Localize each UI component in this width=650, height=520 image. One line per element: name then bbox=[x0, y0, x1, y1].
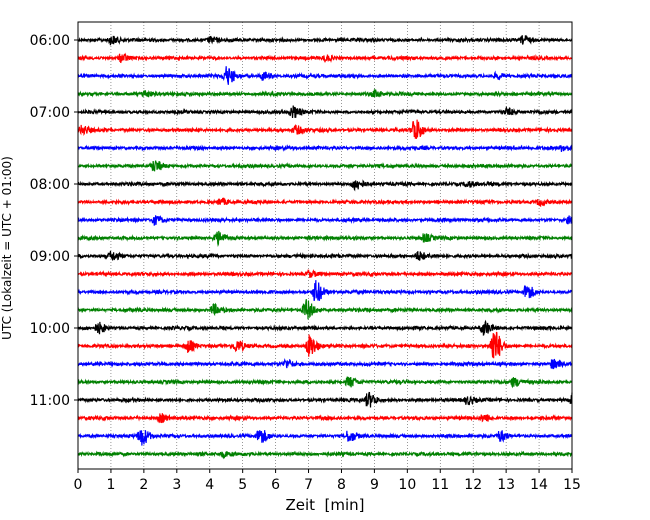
x-tick-label: 11 bbox=[431, 477, 449, 493]
x-tick-label: 14 bbox=[530, 477, 548, 493]
trace-0930 bbox=[77, 280, 573, 302]
y-tick-label: 06:00 bbox=[30, 33, 70, 49]
x-tick-label: 2 bbox=[139, 477, 148, 493]
y-tick-label: 07:00 bbox=[30, 105, 70, 121]
x-tick-label: 0 bbox=[74, 477, 83, 493]
trace-0645 bbox=[77, 88, 572, 98]
trace-0915 bbox=[77, 268, 573, 279]
trace-1015 bbox=[77, 331, 573, 359]
x-tick-label: 15 bbox=[563, 477, 581, 493]
x-tick-label: 13 bbox=[497, 477, 515, 493]
y-tick-label: 10:00 bbox=[30, 321, 70, 337]
trace-0845 bbox=[77, 230, 573, 248]
trace-0630 bbox=[77, 66, 573, 85]
trace-1030 bbox=[77, 357, 573, 370]
x-tick-label: 5 bbox=[238, 477, 247, 493]
y-tick-label: 09:00 bbox=[30, 249, 70, 265]
trace-0900 bbox=[77, 250, 573, 261]
x-tick-label: 4 bbox=[205, 477, 214, 493]
x-tick-label: 1 bbox=[106, 477, 115, 493]
x-tick-label: 9 bbox=[370, 477, 379, 493]
trace-1115 bbox=[77, 413, 573, 424]
trace-1045 bbox=[77, 376, 573, 389]
trace-1130 bbox=[77, 430, 573, 446]
trace-1000 bbox=[77, 319, 573, 336]
x-axis-label: Zeit [min] bbox=[285, 496, 364, 514]
x-axis-ticks: 0 1 2 3 4 5 6 7 8 9 10 11 12 13 14 15 bbox=[74, 469, 581, 493]
x-tick-label: 3 bbox=[172, 477, 181, 493]
trace-0615 bbox=[77, 52, 573, 64]
y-axis-ticks: 06:00 07:00 08:00 09:00 10:00 11:00 bbox=[30, 33, 78, 409]
x-tick-label: 7 bbox=[304, 477, 313, 493]
x-tick-label: 6 bbox=[271, 477, 280, 493]
trace-0830 bbox=[77, 214, 573, 226]
x-tick-label: 8 bbox=[337, 477, 346, 493]
trace-0745 bbox=[77, 160, 573, 172]
x-tick-label: 10 bbox=[398, 477, 416, 493]
trace-0730 bbox=[77, 144, 573, 153]
axes-frame bbox=[77, 21, 573, 470]
y-axis-label: UTC (Lokalzeit = UTC + 01:00) bbox=[0, 156, 14, 340]
trace-0800 bbox=[77, 179, 573, 192]
trace-0815 bbox=[77, 197, 573, 208]
x-tick-label: 12 bbox=[464, 477, 482, 493]
trace-1100 bbox=[77, 391, 573, 408]
y-tick-label: 11:00 bbox=[30, 393, 70, 409]
trace-0945 bbox=[77, 299, 573, 320]
trace-1145 bbox=[77, 450, 573, 460]
trace-0600 bbox=[77, 34, 573, 46]
seismic-traces bbox=[77, 34, 573, 460]
grid-lines bbox=[110, 22, 540, 469]
trace-0700 bbox=[77, 105, 573, 118]
trace-0715 bbox=[77, 119, 573, 139]
y-tick-label: 08:00 bbox=[30, 177, 70, 193]
